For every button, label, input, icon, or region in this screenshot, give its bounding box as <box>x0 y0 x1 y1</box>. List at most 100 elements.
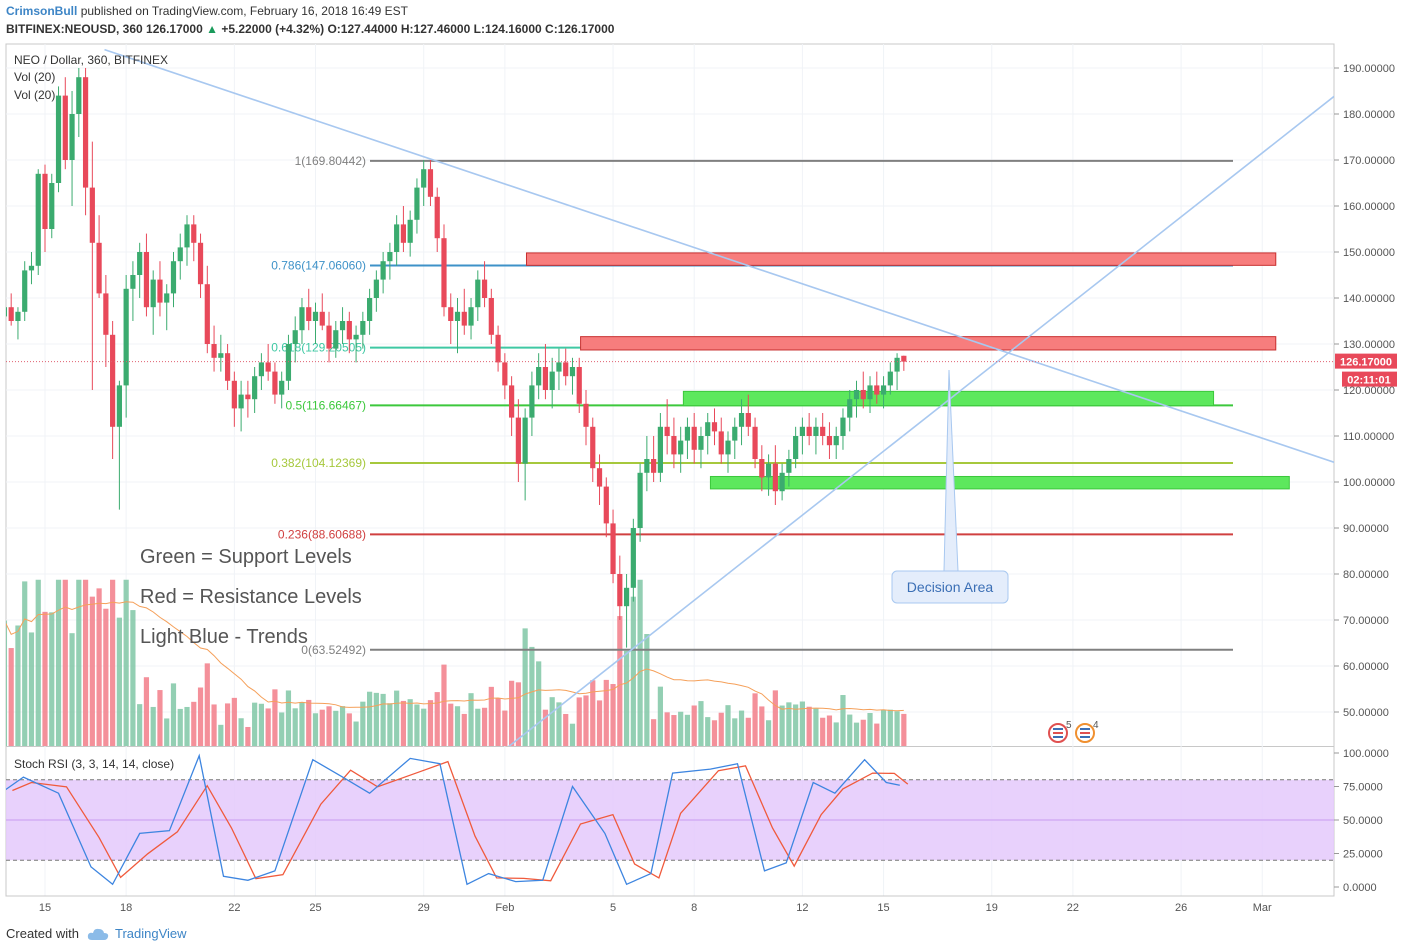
candle-body <box>373 279 379 298</box>
decision-callout[interactable] <box>891 570 1009 604</box>
candle-body <box>333 330 339 349</box>
volume-bar <box>651 719 657 746</box>
candle <box>103 275 109 367</box>
candle <box>678 426 684 473</box>
volume-bar <box>475 708 481 746</box>
volume-bar <box>96 588 102 746</box>
candle-body <box>894 357 900 372</box>
volume-bar <box>576 697 582 746</box>
author-link[interactable]: CrimsonBull <box>6 4 78 18</box>
candle <box>211 325 217 372</box>
candle-body <box>475 279 481 308</box>
volume-bar <box>285 690 292 746</box>
price-axis[interactable]: 190.00000 180.00000 170.00000 160.00000 150.… <box>1334 63 1395 719</box>
candle <box>299 298 305 344</box>
candle <box>603 477 609 538</box>
x-tick-label: 22 <box>228 902 240 912</box>
tradingview-link[interactable]: TradingView <box>114 926 187 941</box>
candle <box>177 233 183 280</box>
stoch-axis[interactable]: 100.0000 75.0000 50.0000 25.0000 0.0000 <box>1334 748 1389 894</box>
event-flag-icon[interactable]: 5 <box>1048 720 1072 743</box>
y-tick-label: 70.00000 <box>1343 615 1389 627</box>
candle-body <box>549 371 555 390</box>
candle-body <box>6 307 8 317</box>
time-axis[interactable]: 15 18 22 25 29 Feb 5 8 12 15 19 22 26 Mar <box>6 895 1334 912</box>
candle <box>894 353 900 390</box>
candle-body <box>840 417 846 436</box>
candle <box>55 86 62 193</box>
volume-bar <box>441 664 447 746</box>
volume-bar <box>22 581 28 746</box>
volume-bar <box>360 701 366 746</box>
candle <box>258 353 264 390</box>
candle <box>441 224 447 317</box>
note-light-blue-trends: Light Blue - Trends <box>140 626 308 648</box>
volume-bar <box>617 616 623 746</box>
event-count-1: 5 <box>1066 720 1072 731</box>
candle-body <box>765 463 772 478</box>
candle <box>380 252 386 294</box>
candle-body <box>542 367 549 390</box>
candle-body <box>786 459 792 473</box>
candle-body <box>82 77 89 188</box>
trendline <box>104 48 1334 464</box>
candle <box>306 288 312 331</box>
candle-body <box>231 380 237 409</box>
candle-body <box>434 196 440 239</box>
candle-body <box>522 417 528 464</box>
candle-body <box>299 307 305 331</box>
volume-bar <box>623 650 630 746</box>
candle <box>285 334 292 390</box>
candle <box>853 380 860 418</box>
stoch-tick-label: 25.0000 <box>1343 849 1383 861</box>
chart-area[interactable]: 1(169.80442) 0.786(147.06060) 0.618(129.20… <box>0 40 1403 912</box>
candle-body <box>35 173 41 266</box>
candle <box>407 210 413 257</box>
candle-body <box>556 362 562 372</box>
volume-bar <box>224 703 231 746</box>
event-flag-icon-2[interactable]: 4 <box>1075 720 1099 743</box>
volume-bar <box>380 693 386 746</box>
candle <box>62 77 68 170</box>
candle-body <box>400 224 407 243</box>
volume-bar <box>786 702 792 746</box>
candle <box>529 371 535 436</box>
candle <box>698 426 704 469</box>
candle <box>515 399 521 482</box>
candle-body <box>887 371 893 386</box>
candle <box>292 316 298 363</box>
candle-body <box>258 362 264 377</box>
decision-label: Decision Area <box>907 579 994 595</box>
candle <box>542 344 549 400</box>
stoch-tick-label: 0.0000 <box>1343 882 1377 894</box>
candle-body <box>245 394 251 400</box>
volume-bar <box>231 697 237 746</box>
y-tick-label: 150.00000 <box>1343 247 1395 259</box>
fib-label: 0.5(116.66467) <box>285 398 366 412</box>
volume-bar <box>76 579 82 746</box>
candle <box>191 215 197 262</box>
y-tick-label: 60.00000 <box>1343 661 1389 673</box>
candle-body <box>617 574 623 607</box>
candle <box>590 417 596 482</box>
candle-body <box>590 426 596 469</box>
candle-body <box>759 459 765 478</box>
candle <box>123 275 129 418</box>
volume-bar <box>82 579 89 746</box>
candle <box>421 160 427 206</box>
candle <box>475 270 481 321</box>
volume-bar <box>157 690 163 746</box>
candle-body <box>657 426 663 473</box>
x-tick-label: 26 <box>1175 902 1187 912</box>
trendlines[interactable] <box>104 48 1338 758</box>
candle-body <box>799 426 805 436</box>
fib-label: 0.236(88.60688) <box>278 527 366 541</box>
fib-label: 1(169.80442) <box>295 154 366 168</box>
candle <box>813 417 819 455</box>
candle-body <box>360 321 366 335</box>
candle <box>89 141 95 390</box>
candle-body <box>272 371 278 395</box>
x-tick-label: 15 <box>39 902 51 912</box>
candle-body <box>103 293 109 335</box>
candle-body <box>448 307 454 321</box>
